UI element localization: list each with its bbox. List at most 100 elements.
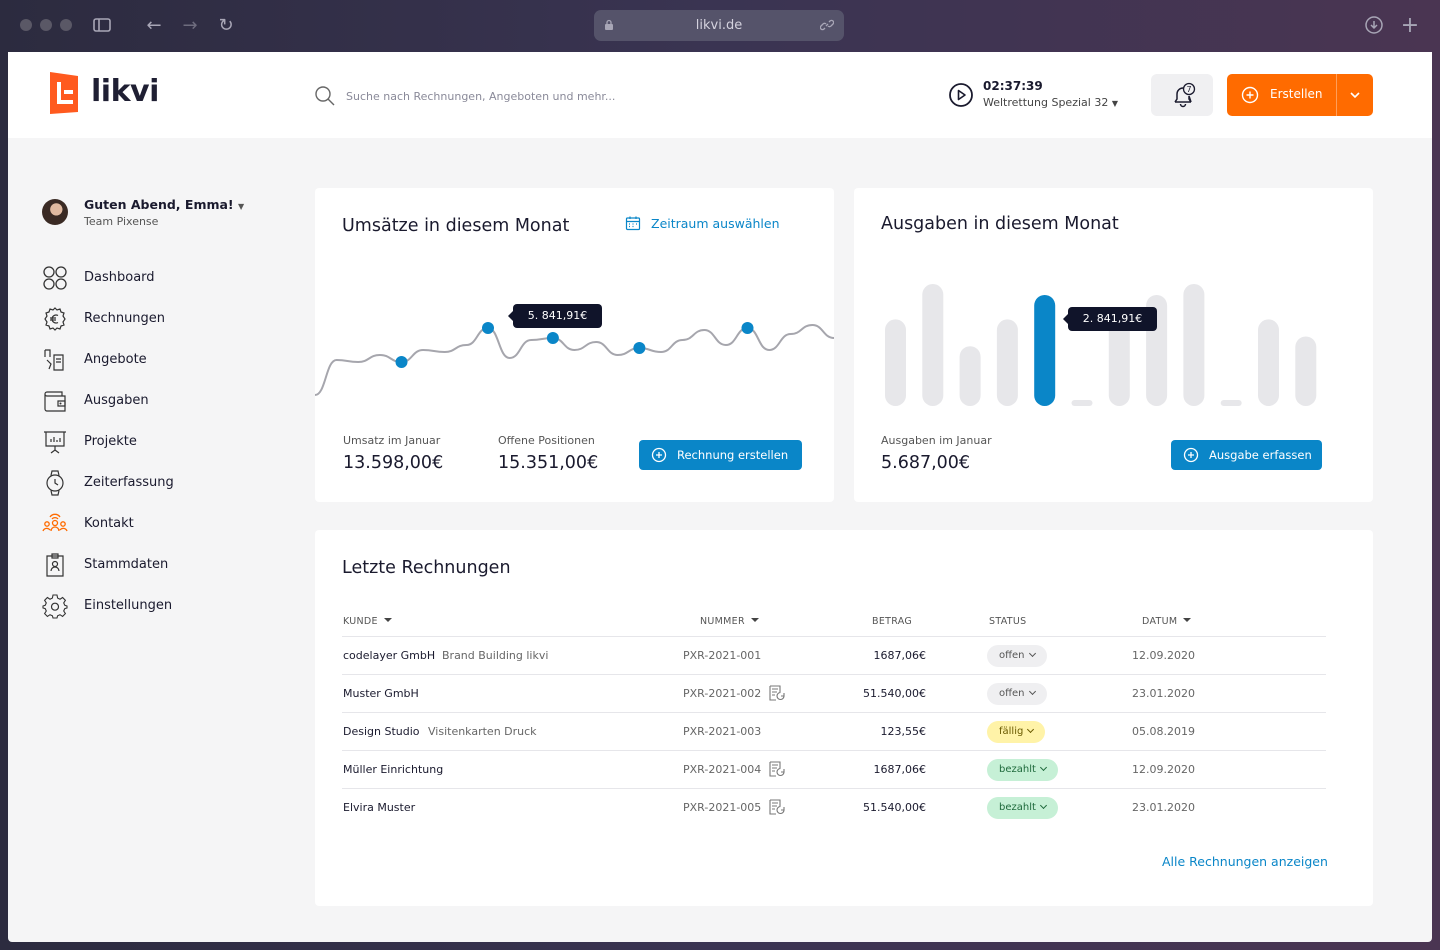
caret-down-icon: ▼	[238, 202, 245, 211]
status-badge[interactable]: fällig	[987, 721, 1046, 743]
window-close-button[interactable]	[20, 19, 32, 31]
address-bar[interactable]: likvi.de	[594, 10, 844, 41]
invoice-number[interactable]: PXR-2021-001	[683, 649, 762, 662]
sidebar-item-einstellungen[interactable]: Einstellungen	[42, 590, 282, 631]
brand-name[interactable]: likvi	[91, 74, 159, 109]
revenue-card: Umsätze in diesem Monat Zeitraum auswähl…	[315, 188, 834, 502]
sidebar-item-kontakt[interactable]: Kontakt	[42, 508, 282, 549]
reload-icon[interactable]: ↻	[218, 15, 234, 36]
table-row[interactable]: Elvira Muster PXR-2021-005 51.540,00€ bezah…	[342, 788, 1326, 826]
customer-name[interactable]: Muster GmbH	[343, 687, 419, 700]
expense-bar[interactable]	[1295, 336, 1317, 406]
revenue-title: Umsätze in diesem Monat	[342, 216, 570, 236]
search-bar[interactable]	[314, 82, 714, 110]
window-minimize-button[interactable]	[40, 19, 52, 31]
expense-bar[interactable]	[996, 319, 1018, 406]
expense-bar[interactable]	[1258, 319, 1279, 406]
time-tracker[interactable]: 02:37:39 Weltrettung Spezial 32 ▼	[948, 79, 1128, 113]
document-refresh-icon[interactable]	[768, 684, 786, 702]
customer-name[interactable]: Design Studio	[343, 725, 420, 738]
period-select-link[interactable]: Zeitraum auswählen	[625, 216, 780, 231]
sidebar-toggle-icon[interactable]	[91, 15, 113, 37]
invoice-number[interactable]: PXR-2021-005	[683, 801, 762, 814]
create-button[interactable]: Erstellen	[1227, 74, 1373, 116]
invoice-number[interactable]: PXR-2021-002	[683, 687, 762, 700]
invoices-title: Letzte Rechnungen	[342, 558, 511, 578]
sidebar-item-zeiterfassung[interactable]: Zeiterfassung	[42, 467, 282, 508]
browser-chrome: ← → ↻ likvi.de +	[0, 0, 1440, 52]
user-menu[interactable]: Guten Abend, Emma! ▼ Team Pixense	[42, 196, 282, 236]
expense-bar[interactable]	[1108, 319, 1130, 406]
column-header-datum[interactable]: DATUM	[1142, 616, 1192, 627]
play-icon[interactable]	[948, 82, 974, 108]
new-tab-icon[interactable]: +	[1400, 13, 1420, 38]
invoice-date: 23.01.2020	[1132, 801, 1195, 814]
document-refresh-icon[interactable]	[768, 798, 786, 816]
avatar[interactable]	[42, 199, 68, 225]
sidebar-item-dashboard[interactable]: Dashboard	[42, 262, 282, 303]
customer-name[interactable]: codelayer GmbH	[343, 649, 436, 662]
status-badge[interactable]: offen	[987, 683, 1047, 705]
create-invoice-button[interactable]: Rechnung erstellen	[639, 440, 802, 470]
sidebar-item-rechnungen[interactable]: Rechnungen	[42, 303, 282, 344]
data-point[interactable]	[546, 332, 559, 344]
sort-icon	[1183, 618, 1192, 622]
data-point[interactable]	[741, 322, 754, 334]
link-icon[interactable]	[819, 10, 835, 44]
table-row[interactable]: codelayer GmbH Brand Building likvi PXR-20…	[342, 636, 1326, 674]
bell-icon: 7	[1174, 82, 1196, 108]
add-expense-button[interactable]: Ausgabe erfassen	[1171, 440, 1322, 470]
download-icon[interactable]	[1363, 15, 1385, 37]
notifications-button[interactable]: 7	[1151, 74, 1213, 116]
expense-bar[interactable]	[959, 346, 981, 406]
table-row[interactable]: Müller Einrichtung PXR-2021-004 1687,06€ be…	[342, 750, 1326, 788]
customer-name[interactable]: Elvira Muster	[343, 801, 416, 814]
invoice-amount: 51.540,00€	[863, 801, 926, 814]
sidebar-item-label: Dashboard	[84, 270, 155, 285]
customer-name[interactable]: Müller Einrichtung	[343, 763, 444, 776]
window-zoom-button[interactable]	[60, 19, 72, 31]
calendar-icon	[625, 216, 641, 231]
invoice-number[interactable]: PXR-2021-003	[683, 725, 762, 738]
sidebar-item-ausgaben[interactable]: Ausgaben	[42, 385, 282, 426]
expense-bar[interactable]	[885, 319, 906, 406]
chevron-down-icon	[1027, 725, 1035, 734]
sidebar-item-label: Angebote	[84, 352, 147, 367]
data-point[interactable]	[633, 342, 646, 354]
invoice-number[interactable]: PXR-2021-004	[683, 763, 762, 776]
expense-bar[interactable]	[1034, 294, 1056, 406]
data-point[interactable]	[395, 356, 408, 368]
search-input[interactable]	[346, 84, 706, 108]
expense-bar[interactable]	[922, 284, 944, 406]
revenue-month-label: Umsatz im Januar	[343, 434, 441, 447]
sidebar-item-stammdaten[interactable]: Stammdaten	[42, 549, 282, 590]
sidebar-item-angebote[interactable]: Angebote	[42, 344, 282, 385]
chevron-down-icon[interactable]	[1348, 88, 1362, 102]
sidebar-item-projekte[interactable]: Projekte	[42, 426, 282, 467]
column-header-nummer[interactable]: NUMMER	[700, 616, 759, 627]
expense-bar[interactable]	[1220, 400, 1242, 406]
contacts-icon	[42, 513, 68, 532]
invoice-date: 23.01.2020	[1132, 687, 1195, 700]
column-header-label: NUMMER	[700, 616, 745, 627]
chevron-down-icon	[1028, 687, 1036, 696]
likvi-logo-icon	[50, 72, 78, 114]
app-window: likvi 02:37:39 Weltrettung Spezial 32 ▼	[8, 52, 1432, 942]
add-expense-label: Ausgabe erfassen	[1209, 448, 1312, 462]
back-icon[interactable]: ←	[146, 15, 162, 36]
table-row[interactable]: Muster GmbH PXR-2021-002 51.540,00€ offen 23…	[342, 674, 1326, 712]
offer-icon	[44, 349, 64, 371]
timer-project-select[interactable]: Weltrettung Spezial 32 ▼	[983, 96, 1118, 109]
forward-icon[interactable]: →	[182, 15, 198, 36]
expense-bar[interactable]	[1183, 284, 1205, 406]
status-badge[interactable]: bezahlt	[987, 759, 1058, 781]
data-point[interactable]	[482, 322, 494, 334]
table-row[interactable]: Design Studio Visitenkarten Druck PXR-2021…	[342, 712, 1326, 750]
user-greeting[interactable]: Guten Abend, Emma! ▼	[84, 197, 244, 212]
expense-bar[interactable]	[1071, 400, 1093, 406]
all-invoices-link[interactable]: Alle Rechnungen anzeigen	[1162, 854, 1328, 869]
document-refresh-icon[interactable]	[768, 760, 786, 778]
column-header-kunde[interactable]: KUNDE	[343, 616, 392, 627]
status-badge[interactable]: offen	[987, 645, 1047, 667]
status-badge[interactable]: bezahlt	[987, 797, 1058, 819]
